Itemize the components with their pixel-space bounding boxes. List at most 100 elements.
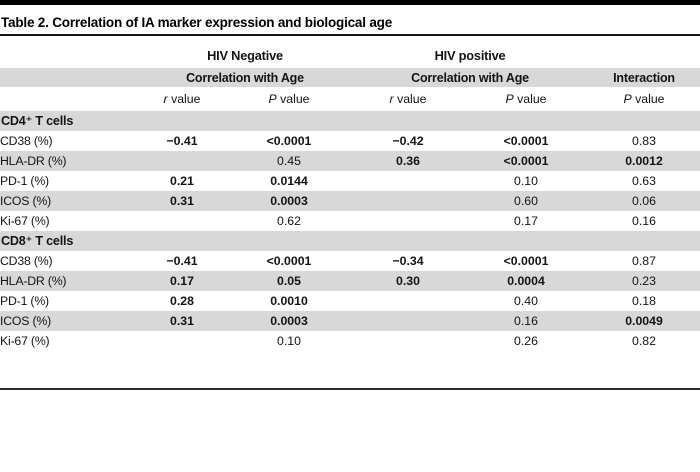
value-cell: 0.17: [138, 271, 226, 291]
value-cell: [138, 211, 226, 231]
section-header-row: CD4⁺ T cells: [0, 111, 700, 131]
table-row: ICOS (%) 0.31 0.0003 0.60 0.06: [0, 191, 700, 211]
value-cell: 0.62: [277, 214, 301, 228]
r-value-header-negative: r value: [138, 87, 226, 111]
bottom-rule: [0, 388, 700, 390]
table-row: PD-1 (%) 0.21 0.0144 0.10 0.63: [0, 171, 700, 191]
section-label: CD8⁺ T cells: [0, 231, 700, 251]
group-hiv-positive: HIV positive: [434, 47, 506, 63]
stat-header-row: r value P value r value P value P value: [0, 87, 700, 111]
row-label: CD38 (%): [0, 254, 53, 268]
stat-symbol: P: [505, 92, 514, 106]
value-cell: [352, 211, 464, 231]
value-cell: 0.17: [514, 214, 538, 228]
value-cell: [138, 151, 226, 171]
value-cell: <0.0001: [503, 134, 549, 148]
row-label: CD38 (%): [0, 134, 53, 148]
value-cell: 0.06: [588, 191, 700, 211]
value-cell: <0.0001: [266, 134, 312, 148]
section-label: CD4⁺ T cells: [0, 111, 700, 131]
table-row: CD38 (%) −0.41 <0.0001 −0.34 <0.0001 0.87: [0, 251, 700, 271]
value-cell: 0.0010: [270, 294, 308, 308]
value-cell: [352, 291, 464, 311]
p-value-header-positive: P value: [464, 87, 588, 111]
r-value-header-positive: r value: [352, 87, 464, 111]
table-row: PD-1 (%) 0.28 0.0010 0.40 0.18: [0, 291, 700, 311]
row-label: PD-1 (%): [0, 294, 49, 308]
stat-word: value: [397, 92, 427, 106]
value-cell: 0.10: [277, 334, 301, 348]
row-label: HLA-DR (%): [0, 271, 138, 291]
value-cell: 0.40: [514, 294, 538, 308]
subgroup-header-row: Correlation with Age Correlation with Ag…: [0, 68, 700, 87]
value-cell: [352, 191, 464, 211]
value-cell: 0.10: [514, 174, 538, 188]
table-row: Ki-67 (%) 0.10 0.26 0.82: [0, 331, 700, 351]
group-header-row: HIV Negative HIV positive: [0, 42, 700, 68]
value-cell: <0.0001: [266, 254, 312, 268]
corr-with-age-negative: Correlation with Age: [138, 68, 352, 87]
value-cell: [352, 171, 464, 191]
value-cell: 0.30: [352, 271, 464, 291]
empty-header-cell: [588, 42, 700, 68]
section-header-row: CD8⁺ T cells: [0, 231, 700, 251]
value-cell: 0.23: [588, 271, 700, 291]
value-cell: 0.0004: [464, 271, 589, 291]
value-cell: 0.0144: [270, 174, 308, 188]
value-cell: <0.0001: [464, 151, 589, 171]
row-label: Ki-67 (%): [0, 334, 50, 348]
stat-word: value: [171, 92, 201, 106]
value-cell: 0.0003: [226, 191, 352, 211]
value-cell: 0.0012: [588, 151, 700, 171]
table-row: ICOS (%) 0.31 0.0003 0.16 0.0049: [0, 311, 700, 331]
value-cell: [138, 331, 226, 351]
interaction-header: Interaction: [588, 68, 700, 87]
value-cell: <0.0001: [503, 254, 549, 268]
p-value-header-interaction: P value: [588, 87, 700, 111]
value-cell: −0.41: [166, 134, 198, 148]
value-cell: 0.05: [226, 271, 352, 291]
row-label: ICOS (%): [0, 311, 138, 331]
stat-symbol: r: [163, 92, 168, 106]
value-cell: 0.18: [632, 294, 656, 308]
corr-with-age-positive: Correlation with Age: [352, 68, 589, 87]
value-cell: 0.87: [632, 254, 656, 268]
value-cell: 0.63: [632, 174, 656, 188]
row-label: PD-1 (%): [0, 174, 49, 188]
top-rule: [0, 0, 700, 5]
stat-symbol: r: [389, 92, 394, 106]
group-hiv-negative: HIV Negative: [207, 47, 283, 63]
table-title: Table 2. Correlation of IA marker expres…: [0, 5, 700, 36]
empty-header-cell: [0, 42, 138, 68]
stat-word: value: [635, 92, 665, 106]
value-cell: 0.45: [226, 151, 352, 171]
value-cell: 0.60: [464, 191, 589, 211]
value-cell: 0.16: [632, 214, 656, 228]
value-cell: 0.0003: [226, 311, 352, 331]
stat-symbol: P: [268, 92, 277, 106]
value-cell: 0.0049: [588, 311, 700, 331]
table-row: CD38 (%) −0.41 <0.0001 −0.42 <0.0001 0.83: [0, 131, 700, 151]
value-cell: 0.16: [464, 311, 589, 331]
table-body: CD4⁺ T cells CD38 (%) −0.41 <0.0001 −0.42 <0.…: [0, 111, 700, 351]
row-label: ICOS (%): [0, 191, 138, 211]
value-cell: 0.28: [170, 294, 194, 308]
value-cell: 0.36: [352, 151, 464, 171]
table-row: Ki-67 (%) 0.62 0.17 0.16: [0, 211, 700, 231]
table-row: HLA-DR (%) 0.45 0.36 <0.0001 0.0012: [0, 151, 700, 171]
stat-symbol: P: [623, 92, 632, 106]
value-cell: [352, 331, 464, 351]
value-cell: 0.31: [138, 191, 226, 211]
value-cell: 0.82: [632, 334, 656, 348]
value-cell: 0.31: [138, 311, 226, 331]
value-cell: [352, 311, 464, 331]
row-label: Ki-67 (%): [0, 214, 50, 228]
correlation-table: HIV Negative HIV positive Correlation wi…: [0, 42, 700, 351]
value-cell: 0.21: [170, 174, 194, 188]
p-value-header-negative: P value: [226, 87, 352, 111]
stat-word: value: [517, 92, 547, 106]
table-row: HLA-DR (%) 0.17 0.05 0.30 0.0004 0.23: [0, 271, 700, 291]
empty-header-cell: [0, 87, 138, 111]
value-cell: −0.34: [392, 254, 424, 268]
